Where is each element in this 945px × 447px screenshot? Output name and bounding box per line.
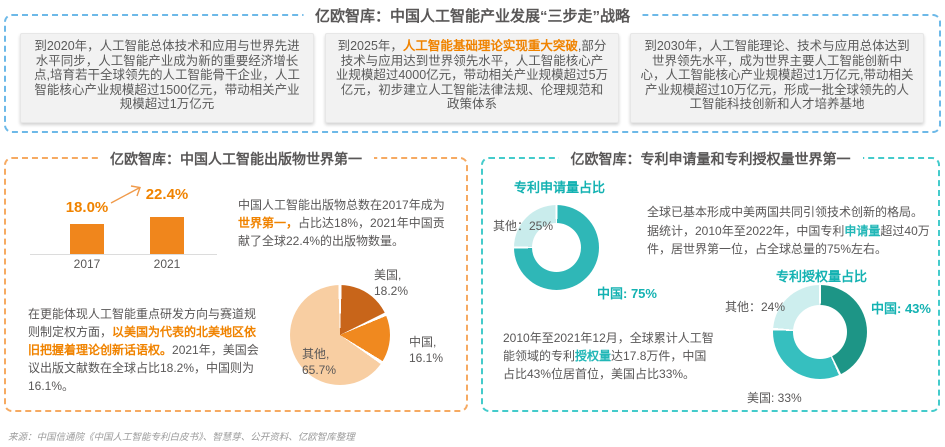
- pub-para1-highlight: 世界第一，: [238, 216, 299, 230]
- patents-section: 亿欧智库：专利申请量和专利授权量世界第一 专利申请量占比 其他：25% 中国: …: [481, 149, 940, 412]
- roadmap-box-2025: 到2025年，人工智能基础理论实现重大突破,部分技术与应用达到世界领先水平，人工…: [325, 33, 619, 123]
- pie-label-other-value: 65.7%: [302, 362, 337, 377]
- pub-para2-text: 在更能体现人工智能重点研发方向与赛道规则制定权方面，: [28, 307, 257, 339]
- publications-pie-chart: [290, 285, 390, 385]
- increase-arrow-icon: [110, 185, 141, 204]
- donut2-hole: [793, 305, 847, 359]
- pub-para2-highlight: 以美国为代表的北美地区依旧把握着理论创新话语权。: [28, 325, 257, 357]
- pie-label-china-value: 16.1%: [409, 350, 444, 365]
- source-note: 来源：中国信通院《中国人工智能专利白皮书》、智慧芽、公开资料、亿欧智库整理: [8, 432, 355, 443]
- roadmap-box-2025-text: 到2025年，: [337, 39, 403, 53]
- pat-para1-text-post: 超过40万件，居世界第一位，占全球总量的75%左右。: [647, 223, 930, 257]
- pie-label-other: 其他, 65.7%: [302, 347, 336, 378]
- donut1-hole: [532, 223, 581, 272]
- patent-grants-donut-chart: [773, 285, 867, 379]
- roadmap-box-2020-text: 到2020年，人工智能总体技术和应用与世界先进水平同步，人工智能产业成为新的重要…: [34, 39, 300, 111]
- bar-value-2017: 18.0%: [65, 199, 109, 216]
- pie-label-us-name: 美国,: [374, 268, 402, 282]
- pub-para1-text-post: 占比达18%，2021年中国贡献了全球22.4%的出版物数量。: [238, 216, 445, 248]
- publications-section-title: 亿欧智库：中国人工智能出版物世界第一: [98, 149, 374, 169]
- pub-para1-text: 中国人工智能出版物总数在2017年成为: [238, 198, 445, 212]
- pie-label-china-name: 中国,: [409, 335, 437, 349]
- bar-2017: [70, 224, 104, 254]
- pub-para2-text-post: 2021年，美国会议出版文献数在全球占比18.2%，中国则为16.1%。: [28, 343, 259, 393]
- patent-grants-donut-title: 专利授权量占比: [776, 269, 868, 284]
- pat-para2-highlight: 授权量: [575, 349, 612, 363]
- roadmap-section: 亿欧智库：中国人工智能产业发展“三步走”战略 到2020年，人工智能总体技术和应…: [4, 5, 941, 133]
- bar-year-2017: 2017: [73, 257, 101, 271]
- roadmap-box-2025-text-post: ,部分技术与应用达到世界领先水平，人工智能核心产业规模超过4000亿元，带动相关…: [335, 39, 609, 111]
- pie-label-other-name: 其他,: [302, 347, 330, 361]
- pat-para1-highlight: 申请量: [844, 223, 881, 238]
- patents-paragraph-2: 2010年至2021年12月，全球累计人工智能领域的专利授权量达17.8万件，中…: [503, 329, 715, 383]
- pat-para1-text: 全球已基本形成中美两国共同引领技术创新的格局。据统计，2010年至2022年，中…: [647, 205, 924, 238]
- roadmap-box-2025-highlight: 人工智能基础理论实现重大突破: [402, 39, 578, 53]
- publications-paragraph-1: 中国人工智能出版物总数在2017年成为世界第一，占比达18%，2021年中国贡献…: [238, 196, 452, 250]
- bar-chart-axis: [30, 254, 217, 255]
- pie-label-us-value: 18.2%: [374, 283, 409, 298]
- patent-applications-donut-title: 专利申请量占比: [514, 180, 606, 195]
- donut1-label-other: 其他：25%: [493, 219, 554, 233]
- donut2-label-us: 美国: 33%: [747, 391, 802, 405]
- roadmap-section-title: 亿欧智库：中国人工智能产业发展“三步走”战略: [302, 5, 643, 26]
- bar-year-2021: 2021: [153, 257, 181, 271]
- publications-bar-chart: 18.0% 22.4% 2017 2021: [26, 181, 221, 271]
- roadmap-box-2020: 到2020年，人工智能总体技术和应用与世界先进水平同步，人工智能产业成为新的重要…: [20, 33, 314, 123]
- pie-label-us: 美国, 18.2%: [374, 268, 408, 299]
- patents-paragraph-1: 全球已基本形成中美两国共同引领技术创新的格局。据统计，2010年至2022年，中…: [647, 203, 931, 259]
- publications-section: 亿欧智库：中国人工智能出版物世界第一 18.0% 22.4% 2017 2021…: [4, 149, 468, 412]
- patent-applications-donut-chart: [514, 205, 599, 290]
- donut2-label-china: 中国: 43%: [871, 301, 931, 316]
- donut2-label-other: 其他：24%: [725, 300, 786, 314]
- pat-para2-text: 2010年至2021年12月，全球累计人工智能领域的专利: [503, 331, 714, 363]
- roadmap-box-2030: 到2030年，人工智能理论、技术与应用总体达到世界领先水平，成为世界主要人工智能…: [630, 33, 924, 123]
- patents-section-title: 亿欧智库：专利申请量和专利授权量世界第一: [558, 149, 863, 169]
- publications-paragraph-2: 在更能体现人工智能重点研发方向与赛道规则制定权方面，以美国为代表的北美地区依旧把…: [28, 305, 260, 395]
- pat-para2-text-post: 达17.8万件，中国占比43%位居首位，美国占比33%。: [503, 349, 707, 381]
- roadmap-box-2030-text: 到2030年，人工智能理论、技术与应用总体达到世界领先水平，成为世界主要人工智能…: [640, 39, 914, 111]
- roadmap-boxes: 到2020年，人工智能总体技术和应用与世界先进水平同步，人工智能产业成为新的重要…: [6, 16, 939, 131]
- donut1-label-china: 中国: 75%: [597, 286, 657, 301]
- bar-value-2021: 22.4%: [145, 186, 189, 203]
- pie-label-china: 中国, 16.1%: [409, 335, 443, 366]
- bar-2021: [150, 217, 184, 254]
